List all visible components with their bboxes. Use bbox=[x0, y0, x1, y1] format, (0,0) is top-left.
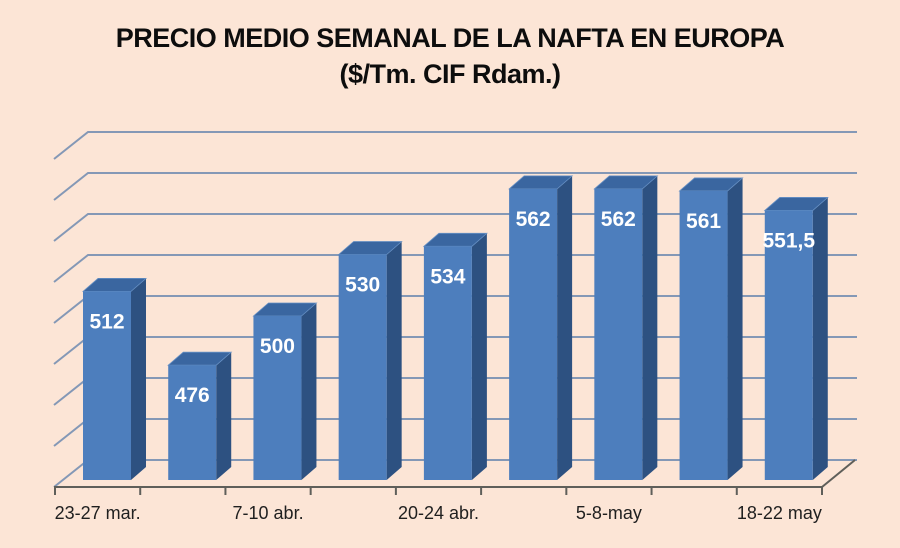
bar: 551,5 bbox=[762, 197, 829, 481]
bar-front-face bbox=[253, 316, 302, 480]
bar-front-face bbox=[338, 254, 387, 480]
bar-front-face bbox=[679, 190, 728, 480]
bar: 562 bbox=[508, 175, 574, 480]
bar-side-face bbox=[131, 278, 146, 480]
bar-front-face bbox=[423, 246, 472, 480]
bar-side-face bbox=[386, 241, 402, 480]
bar: 512 bbox=[81, 277, 148, 480]
bar: 530 bbox=[337, 241, 403, 480]
x-axis-label: 20-24 abr. bbox=[398, 503, 479, 523]
floor-right-edge bbox=[821, 459, 856, 488]
bar-front-face bbox=[83, 291, 131, 480]
bar-side-face bbox=[216, 352, 232, 480]
bar: 534 bbox=[422, 232, 488, 480]
x-axis-label: 7-10 abr. bbox=[233, 503, 304, 523]
bar-value-label: 562 bbox=[516, 208, 551, 231]
x-axis-label: 5-8-may bbox=[576, 503, 642, 523]
chart-title-block: PRECIO MEDIO SEMANAL DE LA NAFTA EN EURO… bbox=[0, 20, 900, 92]
bar: 476 bbox=[167, 351, 233, 480]
bar-front-face bbox=[509, 188, 558, 480]
chart-title: PRECIO MEDIO SEMANAL DE LA NAFTA EN EURO… bbox=[115, 23, 785, 53]
bar-value-label: 512 bbox=[89, 310, 124, 333]
bar-value-label: 534 bbox=[430, 265, 465, 288]
bar-front-face bbox=[168, 365, 217, 480]
bar: 561 bbox=[678, 177, 744, 480]
x-axis-label: 23-27 mar. bbox=[55, 503, 141, 523]
bar-value-label: 561 bbox=[686, 210, 721, 233]
bar-side-face bbox=[727, 177, 743, 480]
chart-subtitle: ($/Tm. CIF Rdam.) bbox=[339, 59, 561, 89]
bar-value-label: 500 bbox=[260, 335, 295, 358]
bar-side-face bbox=[471, 233, 487, 480]
bar: 562 bbox=[593, 175, 659, 480]
bar-front-face bbox=[764, 210, 813, 481]
bar-value-label: 551,5 bbox=[762, 229, 815, 252]
gridline bbox=[53, 172, 857, 201]
bar-front-face bbox=[594, 188, 643, 480]
bar-side-face bbox=[301, 303, 317, 480]
gridline bbox=[53, 131, 857, 160]
bar-value-label: 530 bbox=[345, 274, 380, 297]
x-axis-label: 18-22 may bbox=[737, 503, 822, 523]
bar-side-face bbox=[812, 197, 828, 481]
bar: 500 bbox=[252, 302, 318, 480]
bar-value-label: 476 bbox=[175, 384, 210, 407]
bar-side-face bbox=[642, 175, 658, 480]
bar-side-face bbox=[557, 175, 573, 480]
bar-value-label: 562 bbox=[601, 208, 636, 231]
